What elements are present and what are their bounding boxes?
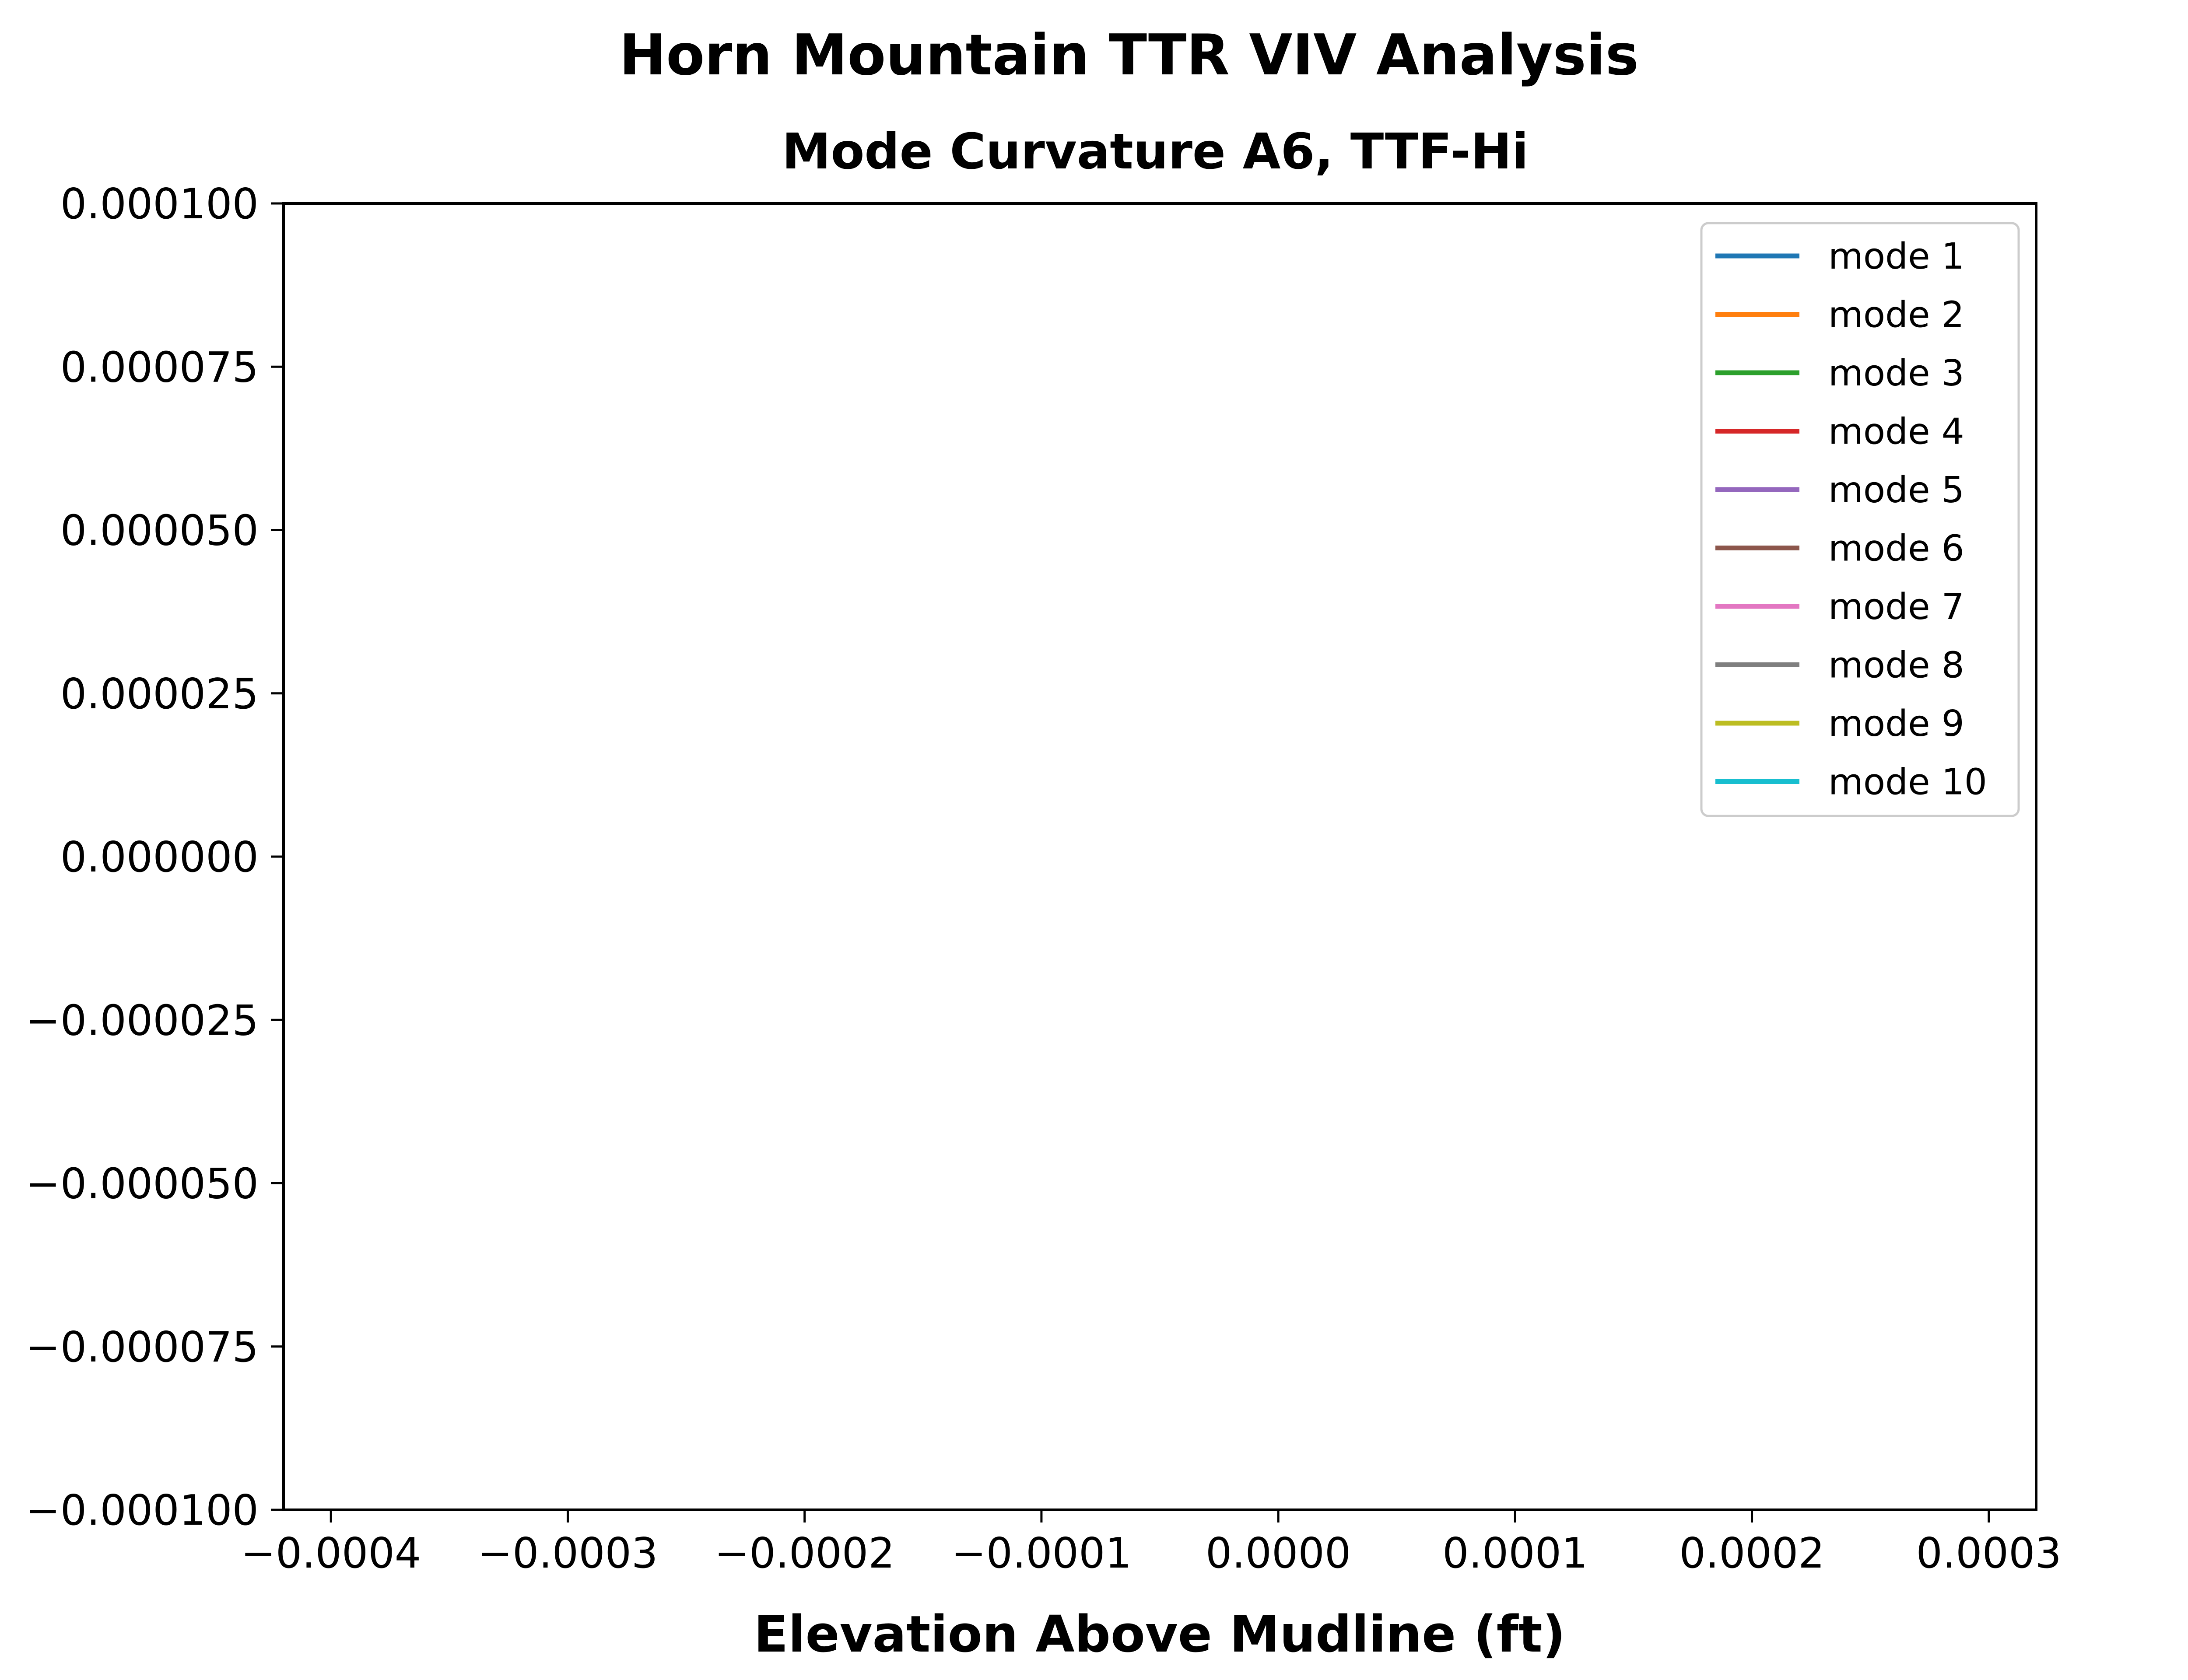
y-axis-ticks: 0.000100 0.000075 0.000050 0.000025 0.000000… — [25, 180, 284, 1535]
y-tick-label: −0.000050 — [25, 1160, 259, 1208]
x-tick-label: 0.0003 — [1916, 1530, 2062, 1578]
legend-label: mode 2 — [1828, 294, 1964, 336]
y-tick-label: 0.000000 — [60, 833, 259, 882]
y-tick-label: 0.000075 — [60, 343, 259, 392]
legend-label: mode 6 — [1828, 528, 1964, 570]
x-tick-label: 0.0001 — [1442, 1530, 1588, 1578]
x-tick-label: 0.0000 — [1206, 1530, 1351, 1578]
y-tick-label: −0.000100 — [25, 1487, 259, 1535]
legend-label: mode 7 — [1828, 586, 1964, 628]
x-tick-label: −0.0004 — [241, 1530, 421, 1578]
plot-area: −0.0004 −0.0003 −0.0002 −0.0001 0.0000 0.0001… — [25, 180, 2062, 1578]
legend-label: mode 8 — [1828, 645, 1964, 686]
x-axis-ticks: −0.0004 −0.0003 −0.0002 −0.0001 0.0000 0.0001… — [241, 1510, 2062, 1578]
legend-label: mode 9 — [1828, 703, 1964, 745]
chart-title: Horn Mountain TTR VIV Analysis — [619, 23, 1639, 88]
x-axis-label: Elevation Above Mudline (ft) — [754, 1605, 1566, 1664]
x-tick-label: −0.0002 — [715, 1530, 895, 1578]
x-tick-label: −0.0003 — [477, 1530, 658, 1578]
y-tick-label: 0.000100 — [60, 180, 259, 228]
y-tick-label: −0.000075 — [25, 1323, 259, 1372]
x-tick-label: −0.0001 — [951, 1530, 1132, 1578]
y-tick-label: 0.000050 — [60, 507, 259, 555]
y-tick-label: 0.000025 — [60, 670, 259, 718]
legend-label: mode 1 — [1828, 236, 1964, 277]
legend-label: mode 5 — [1828, 469, 1964, 511]
legend: mode 1 mode 2 mode 3 mode 4 mode 5 mode 6 mode… — [1700, 222, 2020, 817]
legend-label: mode 4 — [1828, 411, 1964, 453]
chart-subtitle: Mode Curvature A6, TTF-Hi — [782, 123, 1529, 180]
legend-items: mode 1 mode 2 mode 3 mode 4 mode 5 mode 6 mode… — [1715, 236, 1987, 803]
legend-label: mode 3 — [1828, 353, 1964, 394]
legend-label: mode 10 — [1828, 762, 1987, 803]
x-tick-label: 0.0002 — [1679, 1530, 1824, 1578]
y-tick-label: −0.000025 — [25, 997, 259, 1045]
